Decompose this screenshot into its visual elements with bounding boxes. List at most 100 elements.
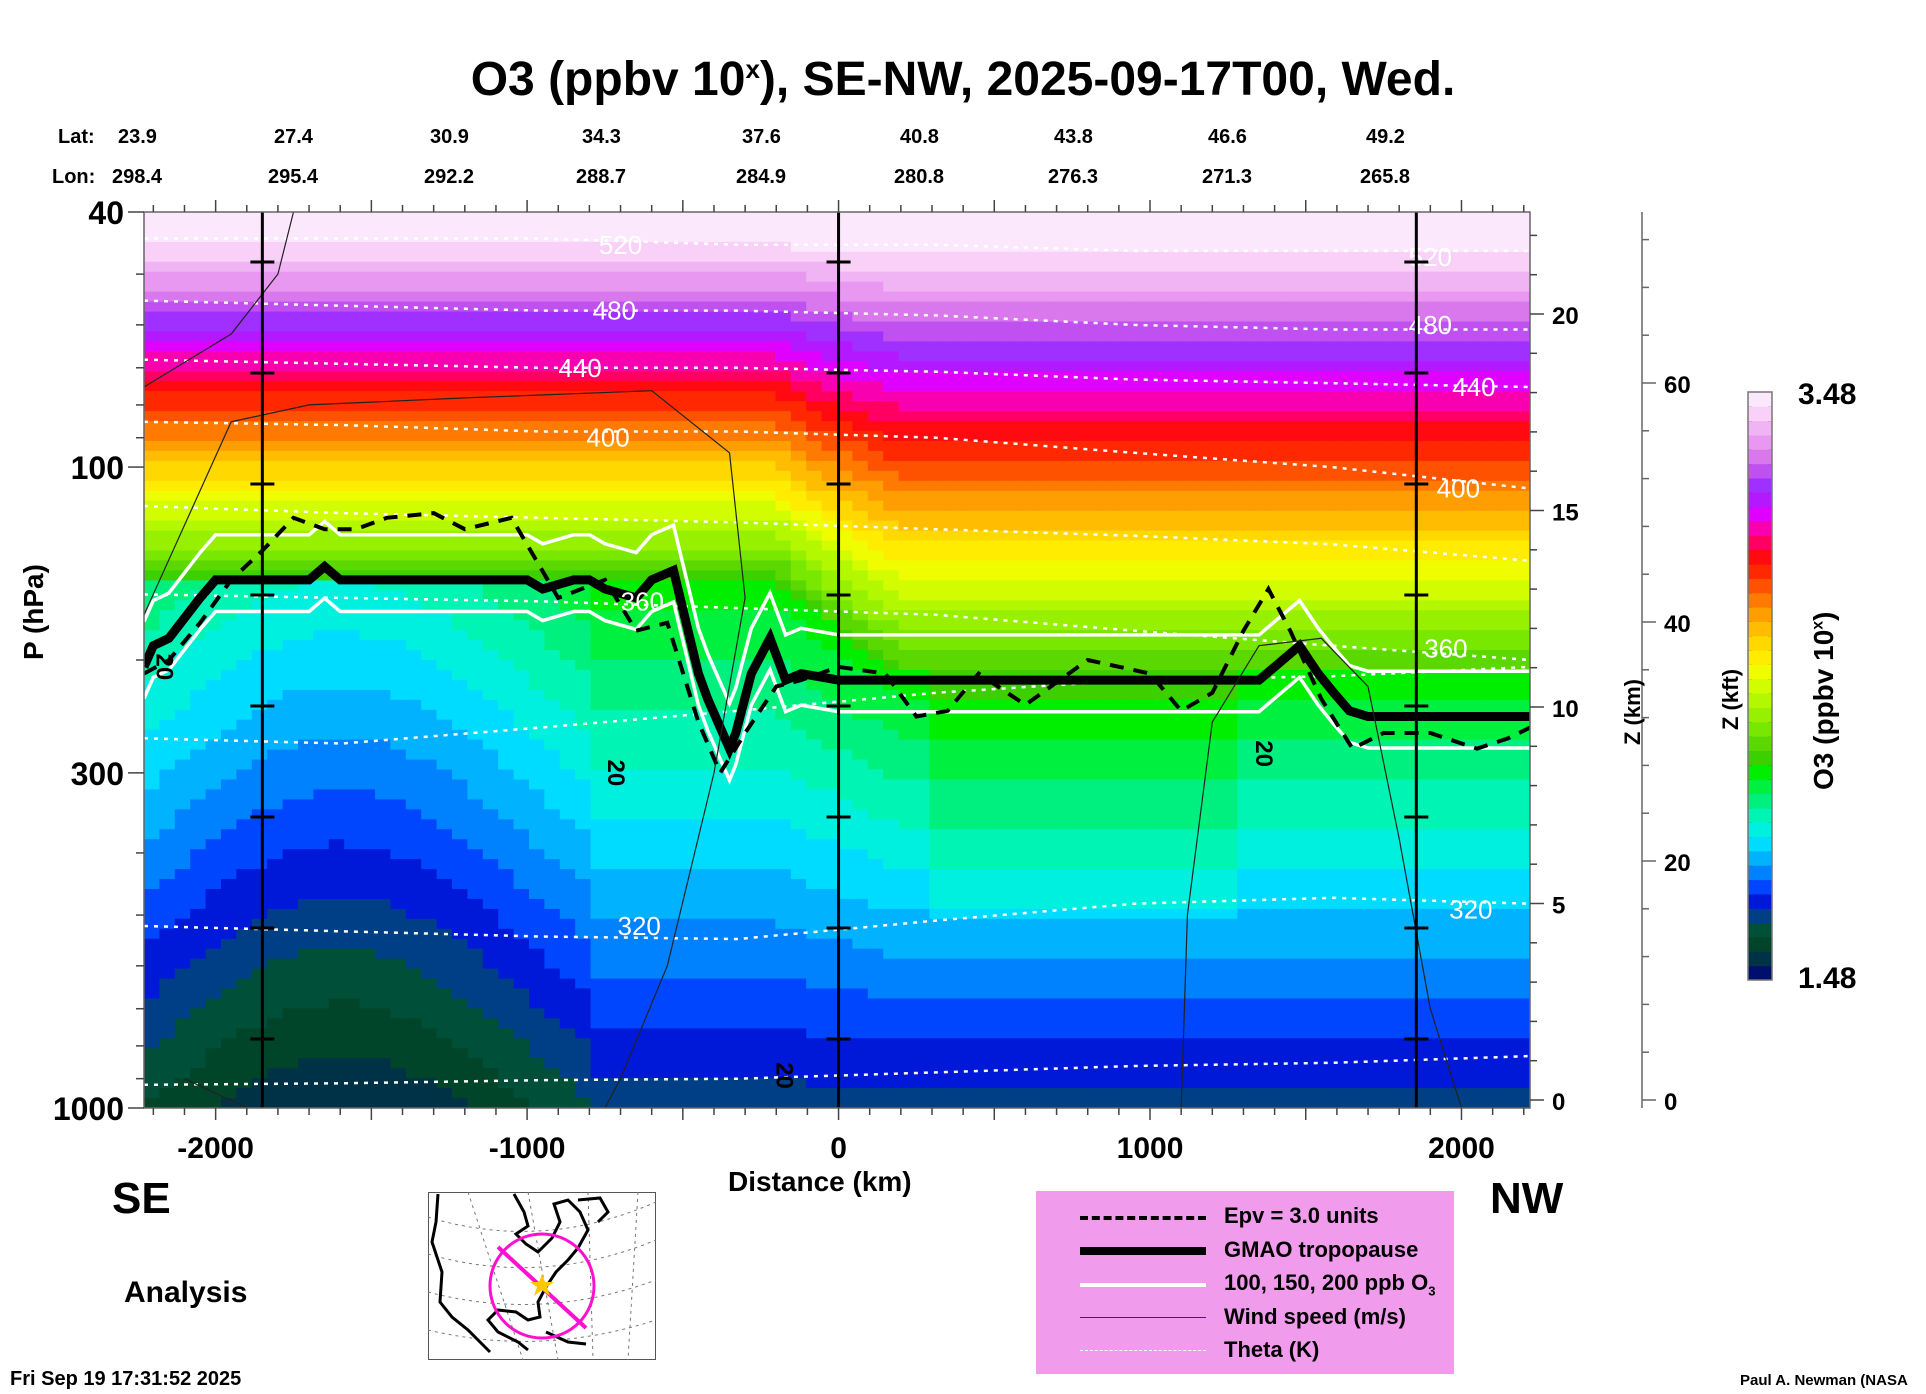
field-cell: [683, 550, 700, 562]
field-cell: [636, 540, 653, 552]
field-cell: [205, 480, 222, 492]
field-cell: [405, 331, 422, 343]
field-cell: [575, 241, 592, 253]
field-cell: [467, 321, 484, 333]
field-cell: [251, 610, 268, 621]
field-cell: [144, 670, 161, 681]
field-cell: [852, 600, 869, 612]
field-cell: [975, 679, 992, 691]
field-cell: [405, 679, 422, 691]
field-cell: [621, 460, 638, 472]
field-cell: [190, 968, 207, 980]
field-cell: [405, 291, 422, 303]
field-cell: [698, 351, 715, 363]
field-cell: [898, 998, 915, 1010]
field-cell: [652, 351, 669, 363]
field-cell: [221, 411, 238, 422]
field-cell: [144, 869, 161, 880]
field-cell: [790, 251, 807, 263]
field-cell: [452, 580, 469, 592]
field-cell: [144, 928, 161, 940]
field-cell: [251, 1008, 268, 1020]
field-cell: [375, 948, 392, 960]
field-cell: [975, 371, 992, 383]
field-cell: [606, 431, 623, 442]
field-cell: [852, 610, 869, 621]
field-cell: [914, 819, 931, 831]
field-cell: [590, 640, 607, 651]
field-cell: [760, 212, 777, 223]
field-cell: [852, 271, 869, 283]
field-cell: [221, 789, 238, 801]
field-cell: [713, 1068, 730, 1079]
field-cell: [421, 212, 438, 223]
field-cell: [298, 958, 315, 970]
field-cell: [760, 421, 777, 432]
field-cell: [960, 978, 977, 990]
field-cell: [405, 540, 422, 552]
field-cell: [914, 401, 931, 412]
field-cell: [221, 620, 238, 631]
field-cell: [298, 580, 315, 592]
field-cell: [205, 660, 222, 671]
field-cell: [944, 938, 961, 950]
field-cell: [375, 630, 392, 641]
field-cell: [267, 889, 284, 900]
field-cell: [683, 281, 700, 293]
field-cell: [221, 391, 238, 402]
field-cell: [174, 470, 191, 482]
field-cell: [498, 879, 515, 890]
field-cell: [174, 968, 191, 980]
field-cell: [590, 968, 607, 980]
field-cell: [359, 640, 376, 651]
field-cell: [914, 719, 931, 731]
field-cell: [282, 620, 299, 631]
field-cell: [313, 630, 330, 641]
field-cell: [344, 321, 361, 333]
field-cell: [513, 958, 530, 970]
field-cell: [205, 460, 222, 472]
field-cell: [575, 689, 592, 701]
field-cell: [775, 331, 792, 343]
field-cell: [960, 839, 977, 850]
field-cell: [867, 869, 884, 880]
field-cell: [790, 490, 807, 502]
field-cell: [698, 1048, 715, 1060]
field-cell: [575, 749, 592, 761]
field-cell: [205, 968, 222, 980]
field-cell: [790, 401, 807, 412]
field-cell: [282, 879, 299, 890]
field-cell: [359, 1068, 376, 1079]
field-cell: [375, 898, 392, 910]
field-cell: [529, 650, 546, 661]
field-cell: [467, 480, 484, 492]
field-cell: [298, 1038, 315, 1050]
field-cell: [174, 580, 191, 592]
field-cell: [190, 490, 207, 502]
field-cell: [236, 421, 253, 432]
field-cell: [421, 739, 438, 751]
field-cell: [313, 421, 330, 432]
field-cell: [405, 630, 422, 641]
field-cell: [775, 1088, 792, 1099]
field-cell: [498, 739, 515, 751]
field-cell: [298, 261, 315, 273]
field-cell: [806, 241, 823, 253]
field-cell: [821, 660, 838, 671]
field-cell: [344, 480, 361, 492]
field-cell: [174, 679, 191, 691]
field-cell: [667, 421, 684, 432]
field-cell: [452, 869, 469, 880]
field-cell: [452, 849, 469, 860]
field-cell: [159, 371, 176, 383]
field-cell: [267, 998, 284, 1010]
field-cell: [282, 849, 299, 860]
field-cell: [390, 470, 407, 482]
field-cell: [421, 222, 438, 233]
field-cell: [898, 640, 915, 651]
field-cell: [698, 1078, 715, 1089]
field-cell: [421, 779, 438, 791]
field-cell: [498, 889, 515, 900]
field-cell: [960, 431, 977, 442]
field-cell: [375, 261, 392, 273]
